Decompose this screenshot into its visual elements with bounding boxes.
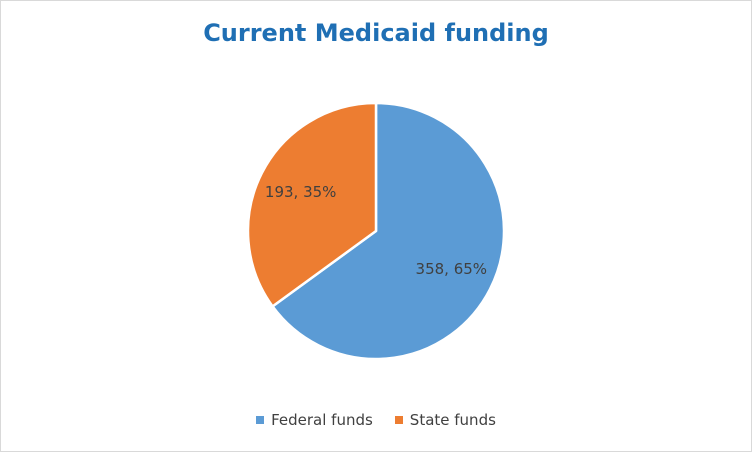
legend-label-federal-funds: Federal funds — [271, 411, 373, 429]
chart-title: Current Medicaid funding — [203, 19, 549, 47]
data-label-state-funds: 193, 35% — [265, 183, 337, 201]
legend-label-state-funds: State funds — [409, 411, 496, 429]
pie-slice-state-funds — [246, 101, 378, 308]
legend-swatch-state-funds — [394, 416, 403, 424]
legend-swatch-federal-funds — [256, 416, 265, 424]
data-label-federal-funds: 358, 65% — [416, 260, 488, 278]
pie-slice-federal-funds — [271, 101, 506, 361]
legend-item-federal-funds: Federal funds — [256, 411, 373, 429]
legend-item-state-funds: State funds — [394, 411, 496, 429]
legend: Federal funds State funds — [1, 411, 751, 429]
